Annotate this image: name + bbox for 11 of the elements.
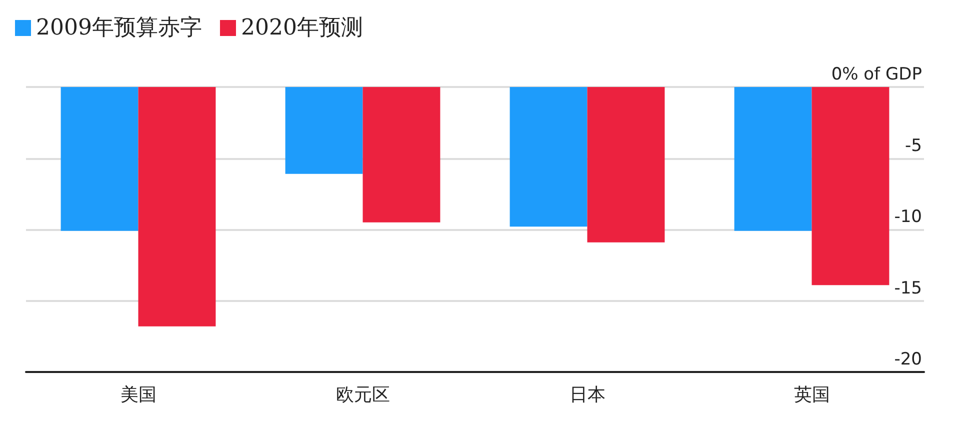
x-tick-label: 日本 bbox=[569, 384, 606, 406]
legend-label: 2009年预算赤字 bbox=[36, 16, 202, 40]
y-tick-label: -5 bbox=[905, 136, 922, 156]
x-tick-label: 欧元区 bbox=[336, 384, 390, 406]
y-tick-label: -10 bbox=[894, 207, 922, 227]
x-tick-label: 美国 bbox=[120, 384, 156, 406]
y-tick-label: 0% of GDP bbox=[831, 64, 922, 84]
x-tick-label: 英国 bbox=[794, 384, 830, 406]
y-tick-label: -20 bbox=[894, 350, 922, 370]
legend-label: 2020年预测 bbox=[240, 16, 363, 40]
y-tick-label: -15 bbox=[894, 278, 922, 298]
